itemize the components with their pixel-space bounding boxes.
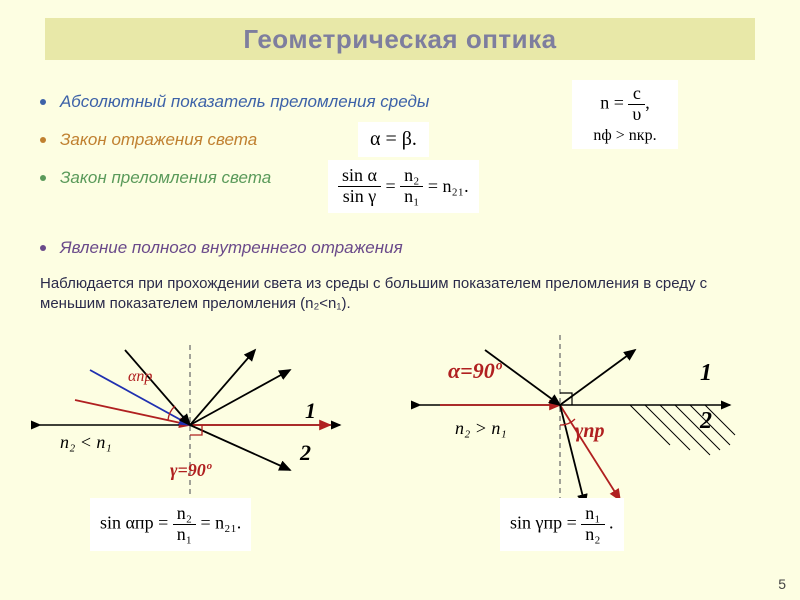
bullet-dot-icon: [40, 245, 46, 251]
left-sin-bot: n₁: [173, 525, 196, 545]
formula-right-sin: sin γпр = n₁ n₂ .: [500, 498, 624, 551]
left-sin-tail: = n₂₁.: [201, 512, 242, 532]
bullet-dot-icon: [40, 137, 46, 143]
label-n2-gt-n1: n₂ > n₁: [455, 418, 507, 439]
snell-n2: n₂: [400, 166, 423, 187]
bullet-4-text: Явление полного внутреннего отражения: [60, 238, 403, 258]
left-sin-top: n₂: [173, 504, 196, 525]
label-left-2: 2: [300, 440, 311, 466]
bullet-1: Абсолютный показатель преломления среды: [40, 92, 429, 112]
body-paragraph: Наблюдается при прохождении света из сре…: [40, 274, 740, 315]
slide-title: Геометрическая оптика: [243, 24, 556, 55]
snell-n1: n₁: [400, 187, 423, 207]
label-gamma90: γ=90º: [170, 460, 211, 481]
label-alpha90: α=90º: [448, 358, 501, 384]
left-sin-frac: n₂ n₁: [173, 504, 196, 545]
frac-n2n1: n₂ n₁: [400, 166, 423, 207]
bullet-dot-icon: [40, 175, 46, 181]
bullet-2: Закон отражения света: [40, 130, 257, 150]
formula-left-sin: sin αпр = n₂ n₁ = n₂₁.: [90, 498, 251, 551]
right-sin-top: n₁: [581, 504, 604, 525]
frac-sin: sin α sin γ: [338, 166, 381, 207]
bullet-3: Закон преломления света: [40, 168, 271, 188]
n-eq: n =: [600, 92, 624, 112]
frac-den: υ: [628, 105, 645, 125]
label-n2-lt-n1: n₂ < n₁: [60, 432, 112, 453]
page-number: 5: [778, 576, 786, 592]
n-tail: ,: [645, 92, 650, 112]
title-band: Геометрическая оптика: [45, 18, 755, 60]
snell-num: sin α: [338, 166, 381, 187]
n-ineq: nф > nкр.: [580, 127, 670, 145]
right-sin-frac: n₁ n₂: [581, 504, 604, 545]
formula-snell: sin α sin γ = n₂ n₁ = n₂₁.: [328, 160, 479, 213]
label-right-1: 1: [700, 360, 712, 387]
right-sin-lhs: sin γпр =: [510, 512, 577, 532]
formula-reflection: α = β.: [358, 122, 429, 157]
frac-c-over-v: c υ: [628, 84, 645, 125]
right-sin-tail: .: [609, 512, 614, 532]
label-right-2: 2: [700, 408, 712, 435]
formula-n-def: n = c υ , nф > nкр.: [572, 80, 678, 149]
label-gamma-pr: γпр: [575, 420, 604, 443]
left-sin-lhs: sin αпр =: [100, 512, 168, 532]
right-sin-bot: n₂: [581, 525, 604, 545]
bullet-3-text: Закон преломления света: [60, 168, 271, 188]
label-left-1: 1: [305, 398, 316, 424]
bullet-1-text: Абсолютный показатель преломления среды: [60, 92, 429, 112]
frac-num: c: [628, 84, 645, 105]
snell-den: sin γ: [338, 187, 381, 207]
bullet-4: Явление полного внутреннего отражения: [40, 238, 403, 258]
label-alpha-pr: αпр: [128, 368, 152, 386]
bullet-dot-icon: [40, 99, 46, 105]
snell-tail: = n₂₁.: [428, 176, 469, 196]
bullet-2-text: Закон отражения света: [60, 130, 257, 150]
